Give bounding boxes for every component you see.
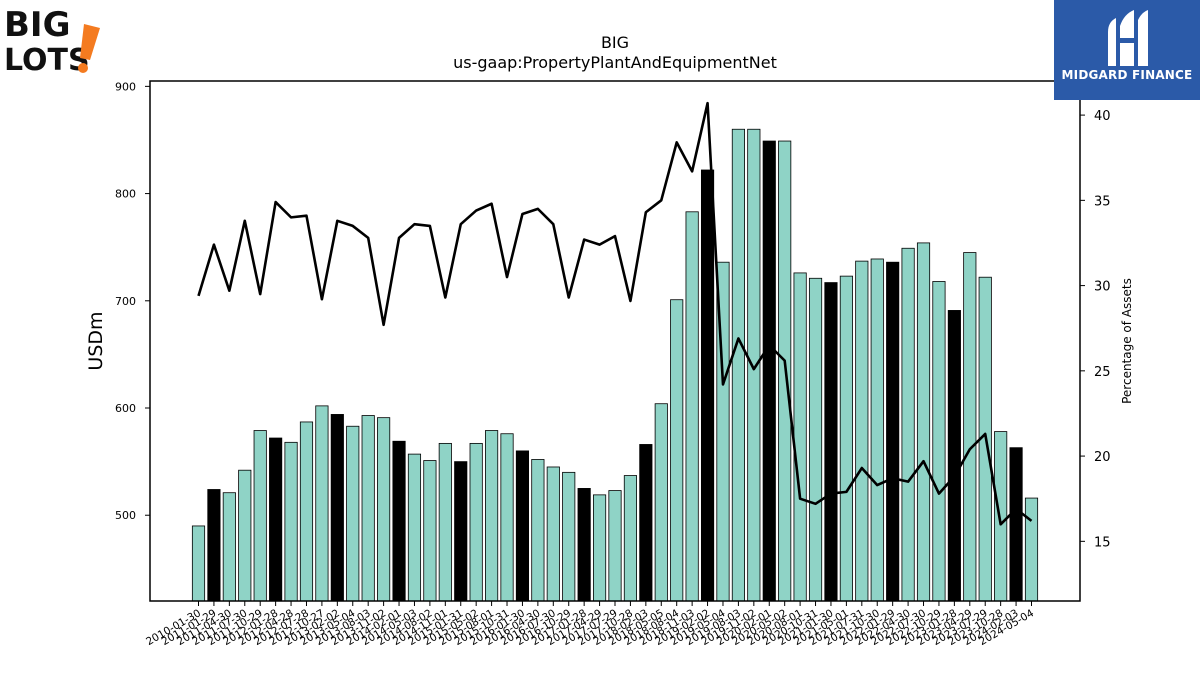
bar [747,128,761,602]
percentage-line [197,101,1033,526]
bar [454,461,468,602]
bar [438,442,452,602]
bar [654,403,668,602]
bar [361,415,375,602]
bar [299,421,314,602]
y-tick-label: 600 [115,402,136,415]
bar [315,405,329,602]
y-right-tick-label: 35 [1094,194,1111,209]
bar [191,525,206,602]
bar [330,414,344,602]
bar [762,140,776,602]
bar [577,488,591,602]
bar [1024,497,1039,602]
bar [500,433,514,602]
bar [685,211,699,602]
bar [546,466,560,602]
big-lots-logo: BIG LOTS [4,5,100,76]
bar [994,431,1008,602]
bar [916,242,931,602]
bar [469,442,483,602]
bar [284,441,298,602]
bar [531,459,545,602]
y-axis-label-right: Percentage of Assets [1120,278,1134,404]
bar [901,247,915,602]
y-right-tick-label: 40 [1094,109,1111,124]
y-tick-label: 500 [115,509,136,522]
bar [855,260,869,602]
bar [593,494,607,602]
bar [392,440,406,602]
svg-text:BIG: BIG [4,5,70,45]
bar [1009,447,1023,602]
y-tick-label: 800 [115,188,136,201]
bar [639,444,653,602]
bar [238,469,252,602]
y-axis-left: 500 600 700 800 900 [115,80,150,522]
bar [562,471,576,602]
svg-text:LOTS: LOTS [4,43,90,76]
y-right-tick-label: 20 [1094,450,1111,465]
bar [700,169,715,602]
bar [731,128,745,602]
bar [670,299,684,602]
bar [377,417,391,602]
chart-title: BIG [601,33,629,52]
bar [222,492,236,602]
y-axis-right: 15 20 25 30 35 40 [1080,109,1111,550]
y-tick-label: 700 [115,295,136,308]
bar [839,275,853,602]
bar [423,460,437,602]
bar [608,490,622,602]
midgard-finance-text: MIDGARD FINANCE [1061,68,1193,82]
midgard-mark-icon [1108,10,1148,66]
chart-subtitle: us-gaap:PropertyPlantAndEquipmentNet [453,53,777,72]
bar [870,258,884,602]
y-right-tick-label: 15 [1094,535,1111,550]
midgard-finance-logo: MIDGARD FINANCE [1054,0,1200,100]
bar [623,475,638,602]
bar [932,281,946,602]
y-right-tick-label: 30 [1094,280,1111,295]
bar [808,277,823,602]
bar-series [191,128,1039,602]
bar [793,272,807,602]
bar [886,261,900,602]
bar [253,430,267,602]
bar [485,430,499,602]
x-axis: 2010-01-302011-01-292011-04-302011-07-30… [144,601,1036,648]
y-tick-label: 900 [115,80,136,93]
bar [407,453,422,602]
bar [346,425,360,602]
bar [207,489,221,602]
bar [947,310,961,602]
bar [515,450,530,602]
y-axis-label-left: USDm [85,311,107,370]
bar [963,252,977,602]
bar [269,437,283,602]
y-right-tick-label: 25 [1094,365,1111,380]
bar [824,282,838,602]
